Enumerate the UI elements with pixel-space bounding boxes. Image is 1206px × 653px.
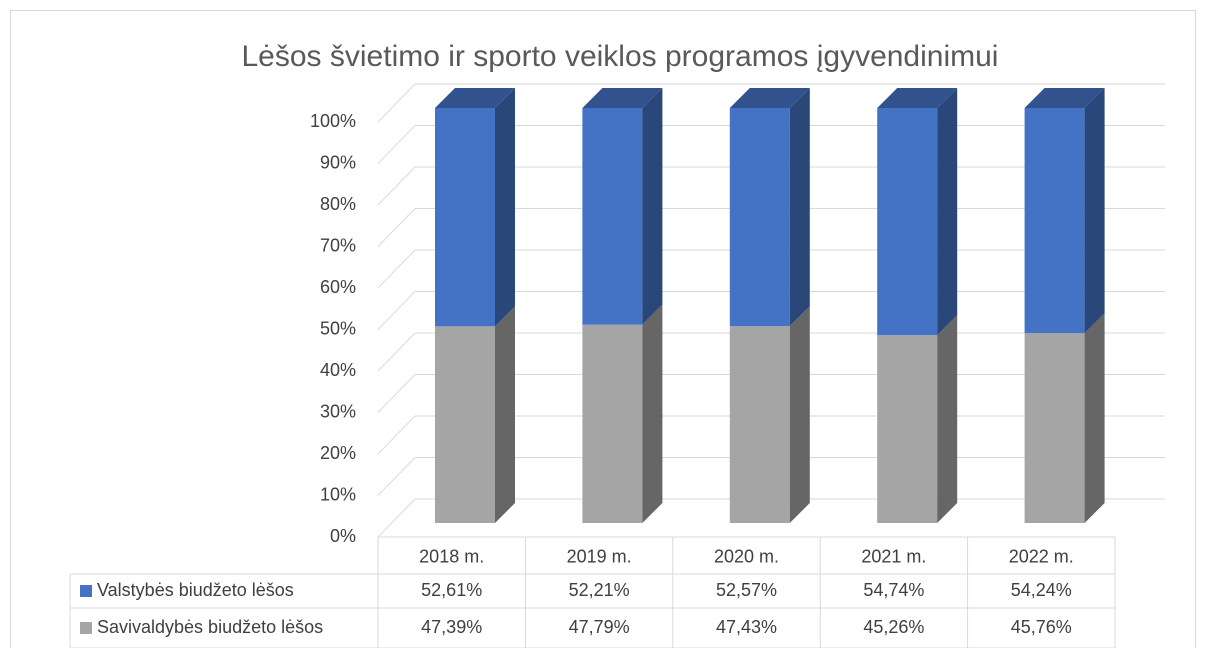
bar-side	[937, 88, 958, 336]
bar-top	[729, 88, 810, 108]
table-value: 47,43%	[716, 617, 777, 637]
y-tick-label: 0%	[330, 526, 356, 546]
bar-side	[642, 88, 663, 325]
legend-swatch	[80, 585, 92, 597]
grid-line-side	[377, 291, 416, 330]
table-value: 45,76%	[1011, 617, 1072, 637]
table-value: 47,39%	[421, 617, 482, 637]
legend-label: Valstybės biudžeto lėšos	[97, 580, 294, 600]
bar-segment	[582, 304, 663, 523]
table-value: 52,61%	[421, 580, 482, 600]
legend-label: Savivaldybės biudžeto lėšos	[97, 617, 323, 637]
y-tick-label: 60%	[320, 277, 356, 297]
table-value: 52,57%	[716, 580, 777, 600]
bar-side	[789, 88, 810, 327]
bar-top	[435, 88, 515, 108]
bar-front	[582, 108, 643, 325]
bar-top	[877, 88, 958, 108]
bar-side	[495, 306, 515, 523]
grid-line-side	[377, 332, 416, 372]
y-tick-label: 10%	[320, 484, 356, 504]
grid-line-side	[377, 166, 416, 206]
bar-front	[877, 108, 938, 336]
chart-title: Lėšos švietimo ir sporto veiklos program…	[242, 40, 999, 73]
table-value: 47,79%	[569, 617, 630, 637]
bar-segment	[1024, 313, 1105, 523]
table-value: 52,21%	[569, 580, 630, 600]
table-value: 54,24%	[1011, 580, 1072, 600]
y-tick-label: 20%	[320, 443, 356, 463]
bar-front	[1024, 108, 1085, 334]
grid-line-side	[377, 457, 416, 496]
x-tick-label: 2018 m.	[419, 546, 484, 566]
grid-line-side	[377, 415, 416, 455]
x-tick-label: 2022 m.	[1009, 546, 1074, 566]
bar-front	[435, 108, 495, 327]
y-tick-label: 90%	[320, 152, 356, 172]
y-tick-label: 40%	[320, 360, 356, 380]
grid-line-side	[377, 83, 416, 123]
legend-swatch	[80, 622, 92, 634]
grid-line-side	[377, 498, 416, 538]
table-value: 45,26%	[863, 617, 924, 637]
bar-segment	[729, 306, 810, 523]
grid-line-side	[377, 208, 416, 247]
bar-front	[729, 108, 790, 327]
y-tick-label: 70%	[320, 235, 356, 255]
bar-front	[877, 335, 938, 523]
y-tick-label: 50%	[320, 318, 356, 338]
bar-side	[495, 88, 515, 327]
bar-front	[1024, 333, 1085, 523]
bar-segment	[1024, 88, 1105, 334]
table-value: 54,74%	[863, 580, 924, 600]
grid-line-side	[377, 374, 416, 413]
x-tick-label: 2019 m.	[567, 546, 632, 566]
bar-segment	[435, 306, 515, 523]
x-tick-label: 2020 m.	[714, 546, 779, 566]
x-tick-label: 2021 m.	[861, 546, 926, 566]
bar-front	[729, 326, 790, 523]
bar-side	[1084, 313, 1105, 523]
grid-line-side	[377, 249, 416, 289]
bar-segment	[435, 88, 515, 327]
bar-front	[582, 324, 643, 523]
bar-segment	[729, 88, 810, 327]
bar-side	[789, 306, 810, 523]
bar-segment	[877, 315, 958, 523]
bar-segment	[582, 88, 663, 325]
bar-top	[582, 88, 663, 108]
bar-side	[642, 304, 663, 523]
bar-side	[937, 315, 958, 523]
y-tick-label: 80%	[320, 194, 356, 214]
bar-side	[1084, 88, 1105, 334]
bar-segment	[877, 88, 958, 336]
y-tick-label: 30%	[320, 401, 356, 421]
y-tick-label: 100%	[310, 111, 356, 131]
grid-line-side	[377, 125, 416, 164]
bar-front	[435, 326, 495, 523]
bar-top	[1024, 88, 1105, 108]
